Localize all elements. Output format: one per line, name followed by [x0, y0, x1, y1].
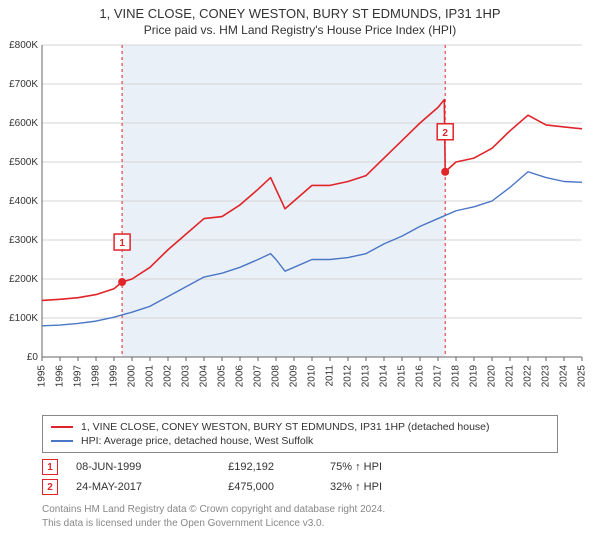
sale-row: 2 24-MAY-2017 £475,000 32% ↑ HPI: [42, 479, 558, 495]
chart-canvas: £0 £100K £200K £300K £400K £500K £600K £700K £80…: [0, 39, 600, 409]
svg-text:1997: 1997: [73, 365, 84, 388]
legend-swatch-icon: [51, 440, 73, 442]
legend-row: HPI: Average price, detached house, West…: [51, 434, 549, 448]
svg-text:1999: 1999: [109, 365, 120, 388]
svg-text:2023: 2023: [541, 365, 552, 388]
sale-price: £475,000: [194, 481, 274, 493]
svg-text:£400K: £400K: [9, 196, 38, 207]
svg-text:2013: 2013: [361, 365, 372, 388]
svg-text:2001: 2001: [145, 365, 156, 388]
sale-marker-icon: 1: [42, 459, 58, 475]
svg-text:1995: 1995: [37, 365, 48, 388]
svg-text:£100K: £100K: [9, 313, 38, 324]
svg-text:2025: 2025: [577, 365, 588, 388]
svg-text:2020: 2020: [487, 365, 498, 388]
svg-text:1998: 1998: [91, 365, 102, 388]
legend-label: HPI: Average price, detached house, West…: [81, 435, 313, 447]
svg-text:2022: 2022: [523, 365, 534, 388]
svg-text:2009: 2009: [289, 365, 300, 388]
svg-text:2021: 2021: [505, 365, 516, 388]
price-chart: £0 £100K £200K £300K £400K £500K £600K £700K £80…: [0, 39, 600, 409]
svg-text:£200K: £200K: [9, 274, 38, 285]
footer: Contains HM Land Registry data © Crown c…: [42, 503, 558, 530]
svg-text:2008: 2008: [271, 365, 282, 388]
svg-text:1996: 1996: [55, 365, 66, 388]
svg-text:£0: £0: [27, 352, 39, 363]
svg-text:2015: 2015: [397, 365, 408, 388]
svg-text:2006: 2006: [235, 365, 246, 388]
sale-date: 24-MAY-2017: [76, 481, 176, 493]
sale-date: 08-JUN-1999: [76, 461, 176, 473]
footer-line-2: This data is licensed under the Open Gov…: [42, 517, 558, 531]
svg-text:2005: 2005: [217, 365, 228, 388]
footer-line-1: Contains HM Land Registry data © Crown c…: [42, 503, 558, 517]
svg-text:2014: 2014: [379, 365, 390, 388]
svg-text:2010: 2010: [307, 365, 318, 388]
svg-text:2017: 2017: [433, 365, 444, 388]
svg-text:2002: 2002: [163, 365, 174, 388]
svg-text:£800K: £800K: [9, 40, 38, 51]
sale-pct: 32% ↑ HPI: [292, 481, 382, 493]
svg-text:2: 2: [442, 128, 448, 139]
svg-text:2019: 2019: [469, 365, 480, 388]
svg-text:2004: 2004: [199, 365, 210, 388]
svg-text:£700K: £700K: [9, 79, 38, 90]
svg-text:2003: 2003: [181, 365, 192, 388]
title-line-1: 1, VINE CLOSE, CONEY WESTON, BURY ST EDM…: [10, 6, 590, 21]
title-line-2: Price paid vs. HM Land Registry's House …: [10, 23, 590, 37]
sale-marker-icon: 2: [42, 479, 58, 495]
sale-price: £192,192: [194, 461, 274, 473]
svg-text:£600K: £600K: [9, 118, 38, 129]
svg-text:2000: 2000: [127, 365, 138, 388]
chart-title-block: 1, VINE CLOSE, CONEY WESTON, BURY ST EDM…: [0, 0, 600, 39]
svg-text:1: 1: [119, 238, 125, 249]
legend-swatch-icon: [51, 426, 73, 428]
svg-text:2018: 2018: [451, 365, 462, 388]
svg-text:2012: 2012: [343, 365, 354, 388]
legend: 1, VINE CLOSE, CONEY WESTON, BURY ST EDM…: [42, 415, 558, 453]
svg-text:2011: 2011: [325, 365, 336, 387]
svg-text:2016: 2016: [415, 365, 426, 388]
svg-text:2007: 2007: [253, 365, 264, 388]
legend-row: 1, VINE CLOSE, CONEY WESTON, BURY ST EDM…: [51, 420, 549, 434]
legend-label: 1, VINE CLOSE, CONEY WESTON, BURY ST EDM…: [81, 421, 490, 433]
sale-row: 1 08-JUN-1999 £192,192 75% ↑ HPI: [42, 459, 558, 475]
svg-text:2024: 2024: [559, 365, 570, 388]
svg-text:£300K: £300K: [9, 235, 38, 246]
sale-pct: 75% ↑ HPI: [292, 461, 382, 473]
svg-text:£500K: £500K: [9, 157, 38, 168]
